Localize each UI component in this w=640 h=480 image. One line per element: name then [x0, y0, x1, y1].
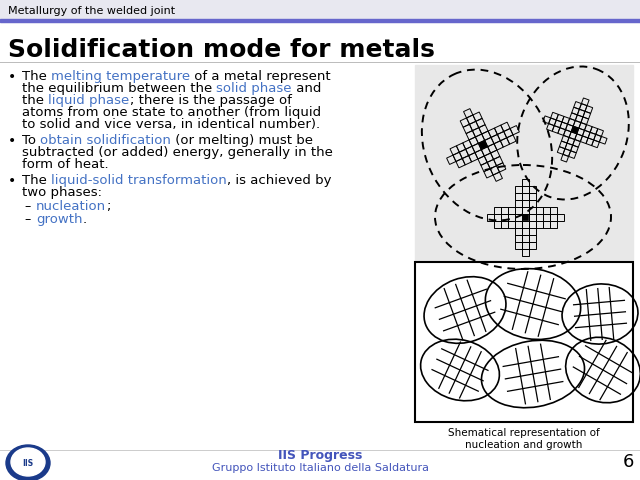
Text: Gruppo Istituto Italiano della Saldatura: Gruppo Istituto Italiano della Saldatura	[211, 463, 429, 473]
Text: obtain solidification: obtain solidification	[40, 134, 171, 147]
Text: atoms from one state to another (from liquid: atoms from one state to another (from li…	[22, 106, 321, 119]
Text: growth: growth	[36, 213, 83, 226]
Text: two phases:: two phases:	[22, 186, 102, 199]
Text: the: the	[22, 94, 48, 107]
Text: liquid-solid transformation: liquid-solid transformation	[51, 174, 227, 187]
Text: To: To	[22, 134, 40, 147]
Text: Solidification mode for metals: Solidification mode for metals	[8, 38, 435, 62]
Text: form of heat.: form of heat.	[22, 158, 109, 171]
Bar	[415, 262, 633, 422]
Text: liquid phase: liquid phase	[48, 94, 129, 107]
Text: nucleation: nucleation	[36, 200, 106, 213]
Bar	[0, 19, 640, 22]
Text: ; there is the passage of: ; there is the passage of	[129, 94, 291, 107]
Text: •: •	[8, 70, 16, 84]
Text: (or melting) must be: (or melting) must be	[171, 134, 313, 147]
Text: melting temperature: melting temperature	[51, 70, 190, 83]
Text: –: –	[24, 200, 30, 213]
Polygon shape	[572, 127, 579, 133]
Text: , is achieved by: , is achieved by	[227, 174, 332, 187]
Text: •: •	[8, 134, 16, 148]
Text: the equilibrium between the: the equilibrium between the	[22, 82, 216, 95]
Text: 6: 6	[622, 453, 634, 471]
Ellipse shape	[11, 448, 45, 476]
Text: ;: ;	[106, 200, 111, 213]
Polygon shape	[479, 141, 487, 149]
Text: The: The	[22, 70, 51, 83]
Text: .: .	[83, 213, 86, 226]
Polygon shape	[522, 214, 528, 220]
Bar	[415, 65, 633, 260]
Text: of a metal represent: of a metal represent	[190, 70, 331, 83]
Text: The: The	[22, 174, 51, 187]
Text: –: –	[24, 213, 30, 226]
Text: and: and	[292, 82, 321, 95]
Text: Shematical representation of
nucleation and growth: Shematical representation of nucleation …	[448, 428, 600, 450]
Text: IIS: IIS	[22, 459, 33, 468]
Text: •: •	[8, 174, 16, 188]
Bar	[0, 0, 640, 22]
Text: Metallurgy of the welded joint: Metallurgy of the welded joint	[8, 6, 175, 16]
Text: IIS Progress: IIS Progress	[278, 449, 362, 463]
Text: solid phase: solid phase	[216, 82, 292, 95]
Ellipse shape	[6, 445, 50, 480]
Text: subtracted (or added) energy, generally in the: subtracted (or added) energy, generally …	[22, 146, 333, 159]
Text: to solid and vice versa, in identical number).: to solid and vice versa, in identical nu…	[22, 118, 320, 131]
Bar	[415, 262, 633, 422]
